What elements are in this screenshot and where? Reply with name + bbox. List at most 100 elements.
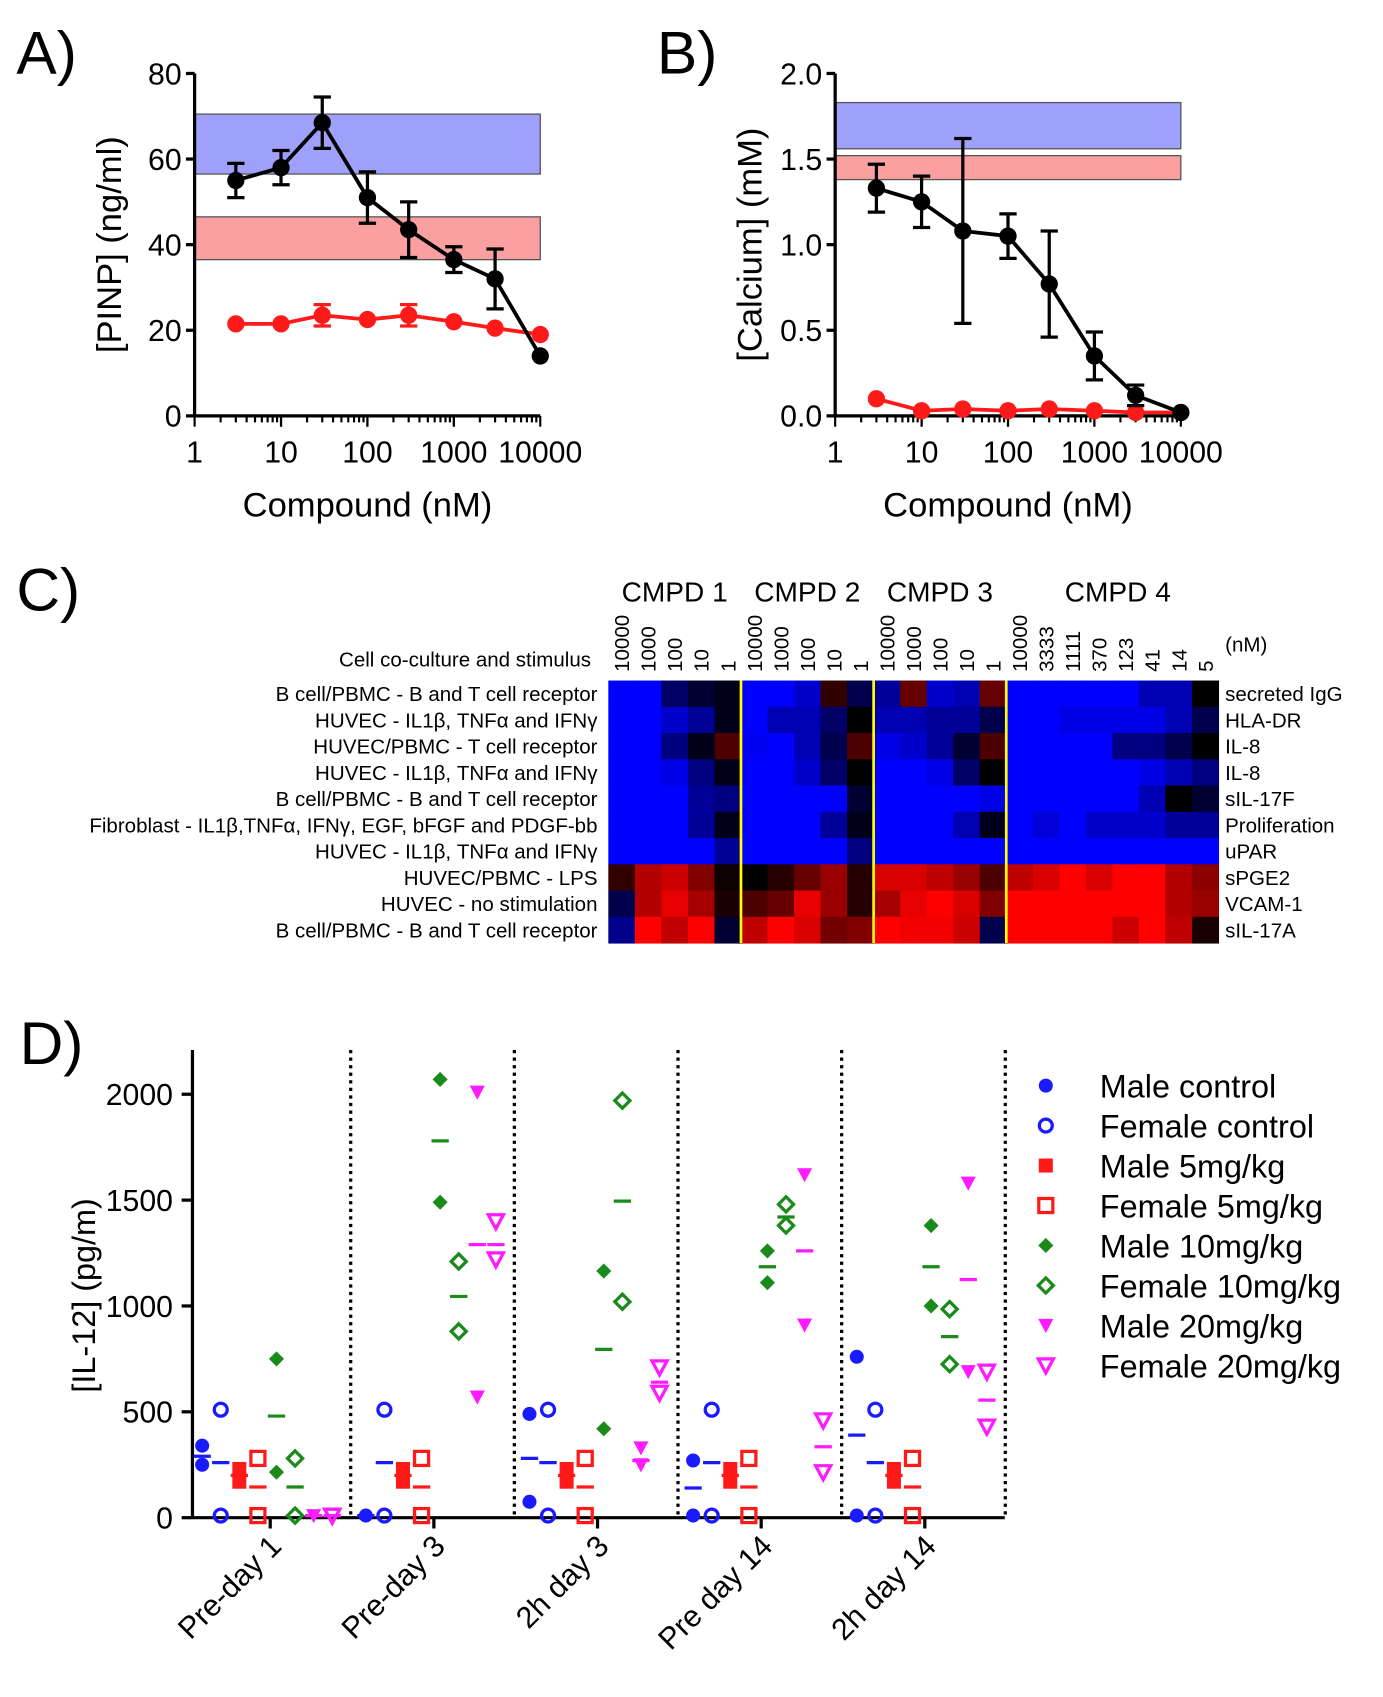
heatmap-cell (714, 838, 742, 865)
data-point (469, 1085, 485, 1100)
heatmap-cell (1165, 706, 1193, 734)
legend-item: Female control (1037, 1108, 1314, 1144)
heatmap-cell (687, 733, 715, 760)
heatmap-cell (740, 680, 769, 708)
heatmap-cell (1165, 680, 1193, 708)
data-point (703, 1507, 720, 1524)
heatmap-cell (926, 680, 954, 708)
heatmap-cell (873, 811, 901, 839)
heatmap-cell (1085, 706, 1113, 734)
heatmap-cell (608, 706, 636, 734)
heatmap-cell (953, 785, 981, 813)
heatmap-cell (953, 733, 981, 760)
heatmap-cell (1085, 733, 1113, 760)
data-point (232, 1474, 247, 1489)
heatmap-cell (926, 733, 954, 760)
data-point (903, 1449, 922, 1468)
data-point (412, 1506, 431, 1525)
heatmap-cell (634, 785, 662, 813)
heatmap-cell (1085, 759, 1113, 787)
heatmap-cell (820, 890, 848, 918)
data-point (1172, 403, 1190, 422)
heatmap-cell (661, 916, 689, 944)
legend-item: Female 20mg/kg (1035, 1348, 1341, 1384)
heatmap-cell (1138, 811, 1166, 839)
column-label: 370 (1089, 638, 1112, 672)
data-point (232, 1461, 247, 1477)
heatmap-cell (714, 680, 742, 708)
heatmap-cell (661, 864, 689, 892)
heatmap-cell (1006, 680, 1034, 708)
data-point (432, 1194, 448, 1210)
heatmap-cell (1191, 785, 1220, 813)
heatmap-cell (794, 680, 822, 708)
row-label-system: HUVEC - no stimulation (381, 893, 598, 916)
heatmap-cell (820, 916, 848, 944)
data-point (886, 1461, 901, 1477)
data-point (559, 1461, 574, 1477)
heatmap-cell (740, 785, 769, 813)
x-tick-label: 1 (186, 436, 203, 469)
heatmap-cell (794, 759, 822, 787)
heatmap-cell (1006, 864, 1034, 892)
heatmap-cell (1006, 759, 1034, 787)
data-point (797, 1168, 813, 1183)
heatmap-cell (1191, 759, 1220, 787)
panel-label: D) (20, 1009, 84, 1077)
row-label-readout: IL-8 (1225, 736, 1260, 759)
heatmap-cell (953, 864, 981, 892)
heatmap-cell (926, 785, 954, 813)
heatmap-cell (714, 759, 742, 787)
heatmap-cell (1138, 733, 1166, 760)
heatmap-cell (1085, 785, 1113, 813)
column-label: 100 (664, 638, 687, 672)
heatmap-cell (900, 680, 928, 708)
heatmap-cell (926, 706, 954, 734)
heatmap-cell (1032, 680, 1060, 708)
heatmap-cell (1138, 759, 1166, 787)
x-tick-label: 100 (342, 436, 392, 469)
heatmap-cell (1032, 811, 1060, 839)
data-point (212, 1401, 229, 1418)
data-point (596, 1421, 612, 1437)
legend-marker (1038, 1078, 1053, 1093)
data-point (999, 402, 1017, 420)
heatmap-cell (634, 680, 662, 708)
heatmap-cell (794, 864, 822, 892)
data-point (939, 1299, 960, 1319)
heatmap-cell (979, 811, 1007, 839)
heatmap-cell (661, 680, 689, 708)
x-tick-label: 10 (905, 436, 939, 469)
data-point (395, 1474, 410, 1489)
heatmap-cell (767, 680, 795, 708)
heatmap-cell (634, 864, 662, 892)
legend-label: Male 20mg/kg (1100, 1308, 1303, 1344)
data-point (849, 1508, 864, 1523)
data-point (1127, 403, 1145, 422)
data-point (212, 1507, 229, 1524)
row-label-system: B cell/PBMC - B and T cell receptor (276, 683, 598, 706)
data-point (912, 193, 931, 211)
data-point (797, 1318, 813, 1333)
data-point (1085, 402, 1104, 420)
y-tick-label: 0 (156, 1502, 173, 1535)
heatmap-cell (634, 706, 662, 734)
data-point (313, 114, 331, 132)
row-header: Cell co-culture and stimulus (339, 648, 591, 671)
heatmap-cell (873, 733, 901, 760)
compound-header: CMPD 2 (754, 577, 860, 608)
reference-band (834, 101, 1182, 150)
heatmap-cell (1006, 838, 1034, 865)
data-point (485, 1251, 507, 1271)
data-point (1127, 386, 1145, 404)
heatmap-cell (634, 838, 662, 865)
x-tick-label: 1 (827, 436, 844, 469)
legend-marker (1035, 1357, 1057, 1377)
x-tick-label: Pre day 14 (652, 1530, 779, 1657)
heatmap-cell (820, 733, 848, 760)
row-label-system: HUVEC/PBMC - T cell receptor (313, 736, 597, 759)
column-label: 10000 (876, 615, 899, 672)
heatmap-cell (767, 811, 795, 839)
column-label: 10 (956, 649, 979, 672)
